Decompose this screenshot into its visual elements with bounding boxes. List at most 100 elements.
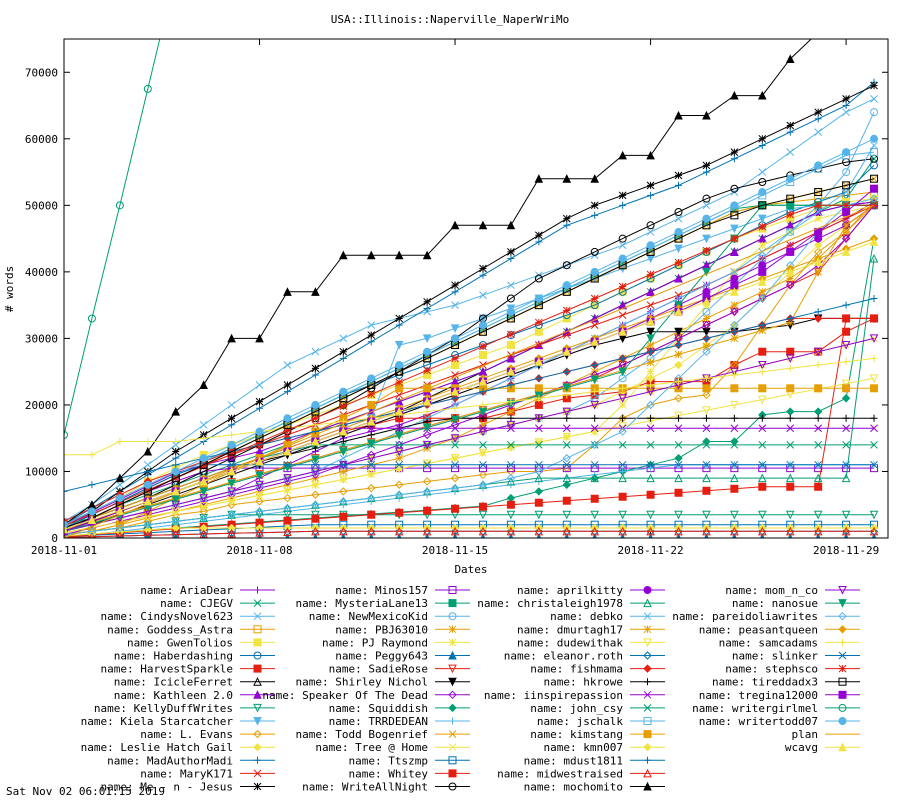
data-point bbox=[730, 211, 739, 220]
data-point bbox=[869, 253, 879, 263]
data-point bbox=[479, 421, 487, 429]
data-point bbox=[787, 533, 793, 538]
data-point bbox=[646, 150, 655, 160]
data-point bbox=[618, 334, 627, 344]
data-point bbox=[643, 768, 652, 778]
legend-label: name: TRRDEDEAN bbox=[329, 715, 428, 728]
data-point bbox=[478, 220, 488, 230]
data-point bbox=[253, 703, 262, 713]
data-point bbox=[674, 171, 683, 180]
data-point bbox=[814, 384, 823, 393]
series-line bbox=[64, 98, 875, 522]
data-point bbox=[534, 438, 544, 447]
data-point bbox=[506, 443, 516, 453]
data-point bbox=[643, 638, 652, 648]
series-line bbox=[64, 524, 874, 538]
data-point bbox=[367, 321, 376, 329]
data-point bbox=[869, 510, 879, 520]
data-point bbox=[367, 424, 376, 433]
data-point bbox=[702, 406, 711, 415]
data-point bbox=[448, 743, 457, 752]
legend-label: name: Minos157 bbox=[335, 584, 428, 597]
data-point bbox=[675, 181, 683, 189]
data-point bbox=[590, 294, 599, 303]
data-point bbox=[674, 394, 683, 403]
data-point bbox=[590, 494, 599, 503]
series bbox=[64, 314, 879, 536]
data-point bbox=[702, 526, 711, 536]
data-point bbox=[450, 415, 460, 425]
data-point bbox=[448, 599, 457, 608]
data-point bbox=[842, 95, 850, 103]
data-point bbox=[757, 510, 767, 520]
data-point bbox=[395, 384, 404, 393]
data-point bbox=[870, 161, 879, 170]
series bbox=[64, 197, 879, 531]
data-point bbox=[395, 424, 404, 433]
data-point bbox=[590, 247, 599, 256]
series-line bbox=[64, 201, 875, 532]
data-point bbox=[116, 438, 124, 446]
data-point bbox=[842, 221, 850, 230]
data-point bbox=[730, 148, 739, 156]
data-point bbox=[366, 250, 376, 260]
data-point bbox=[448, 782, 457, 791]
data-point bbox=[311, 347, 320, 356]
data-point bbox=[730, 424, 739, 433]
data-point bbox=[199, 462, 208, 470]
data-point bbox=[87, 507, 96, 516]
data-point bbox=[702, 281, 711, 290]
data-point bbox=[450, 220, 460, 230]
data-point bbox=[562, 432, 572, 442]
data-point bbox=[838, 611, 847, 621]
data-point bbox=[506, 510, 516, 520]
series-line bbox=[64, 467, 874, 532]
data-point bbox=[813, 314, 823, 323]
data-point bbox=[394, 480, 404, 489]
data-point bbox=[702, 460, 711, 469]
series bbox=[64, 526, 879, 538]
data-point bbox=[842, 358, 850, 366]
x-tick-label: 2018-11-29 bbox=[813, 544, 879, 557]
data-point bbox=[285, 533, 290, 538]
data-point bbox=[562, 510, 572, 520]
data-point bbox=[786, 174, 795, 183]
data-point bbox=[255, 491, 264, 501]
data-point bbox=[869, 374, 879, 383]
data-point bbox=[842, 384, 851, 393]
data-point bbox=[423, 304, 431, 312]
data-point bbox=[674, 258, 683, 267]
data-point bbox=[843, 16, 850, 23]
data-point bbox=[643, 612, 652, 621]
data-point bbox=[534, 440, 543, 449]
series bbox=[64, 16, 850, 529]
legend-label: name: eleanor.roth bbox=[504, 650, 623, 663]
data-point bbox=[253, 651, 262, 660]
series-line bbox=[64, 238, 875, 537]
data-point bbox=[646, 473, 655, 483]
legend-label: name: mochomito bbox=[524, 781, 623, 794]
data-point bbox=[813, 526, 823, 536]
series-line bbox=[64, 39, 812, 526]
legend-label: name: christaleigh1978 bbox=[477, 597, 623, 610]
data-point bbox=[757, 361, 767, 370]
data-point bbox=[366, 416, 376, 426]
data-point bbox=[730, 526, 739, 536]
data-point bbox=[451, 301, 459, 309]
data-point bbox=[200, 434, 208, 442]
data-point bbox=[534, 357, 544, 366]
data-point bbox=[422, 396, 432, 406]
data-point bbox=[702, 194, 711, 203]
data-point bbox=[644, 678, 651, 686]
data-point bbox=[841, 341, 851, 350]
data-point bbox=[814, 424, 823, 433]
data-point bbox=[255, 456, 264, 466]
data-point bbox=[843, 533, 849, 538]
data-point bbox=[367, 483, 376, 493]
legend-label: name: PJ Raymond bbox=[322, 636, 428, 649]
data-point bbox=[618, 327, 627, 336]
data-point bbox=[283, 426, 292, 435]
data-point bbox=[144, 530, 152, 538]
legend-label: name: hkrowe bbox=[544, 676, 623, 689]
